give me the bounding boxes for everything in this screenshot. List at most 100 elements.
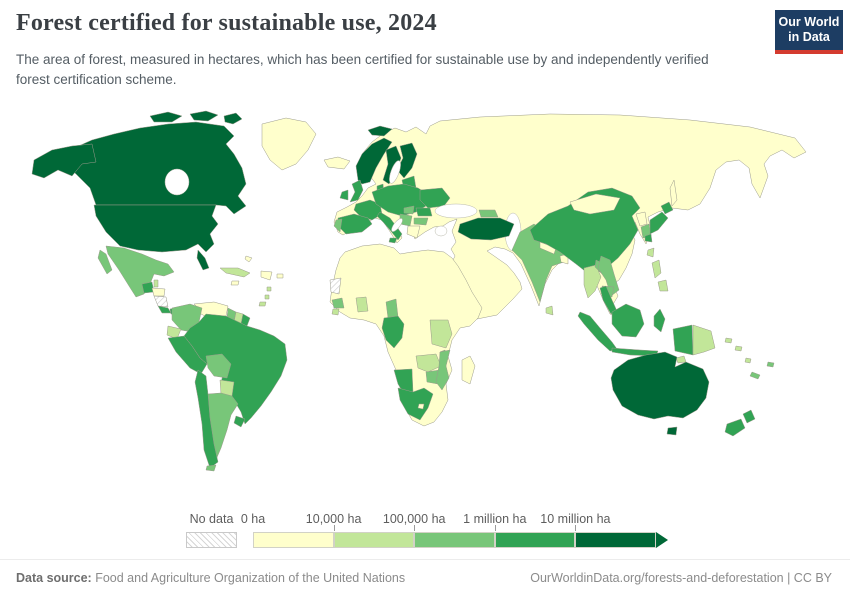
- legend-tick-mark: [494, 525, 496, 531]
- country-cuba[interactable]: [219, 267, 251, 278]
- source-link[interactable]: OurWorldinData.org/forests-and-deforesta…: [530, 571, 832, 585]
- country-greenland[interactable]: [261, 117, 317, 171]
- country-indonesia-papua[interactable]: [672, 324, 694, 356]
- baltic-sea: [389, 160, 401, 184]
- country-philippines[interactable]: [651, 259, 669, 292]
- country-canada-arctic-islands[interactable]: [149, 110, 243, 125]
- country-new-caledonia[interactable]: [749, 371, 761, 380]
- country-lesser-antilles[interactable]: [264, 286, 272, 300]
- country-indonesia-sumatra[interactable]: [577, 311, 618, 352]
- country-zambia[interactable]: [415, 353, 442, 373]
- legend-bin-0[interactable]: [253, 532, 334, 548]
- legend-bin-1[interactable]: [333, 532, 415, 548]
- legend-bin-4[interactable]: [575, 532, 656, 548]
- country-greece[interactable]: [406, 225, 421, 239]
- country-cameroon[interactable]: [385, 298, 399, 319]
- chart-footer: Data source: Food and Agriculture Organi…: [0, 559, 850, 600]
- legend-arrow: [656, 532, 668, 548]
- country-sierra-leone[interactable]: [331, 308, 340, 316]
- country-uk[interactable]: [349, 179, 364, 203]
- country-taiwan[interactable]: [646, 247, 655, 258]
- country-bahamas[interactable]: [244, 255, 253, 263]
- country-indonesia-borneo[interactable]: [611, 303, 645, 338]
- country-sakhalin[interactable]: [669, 179, 678, 207]
- country-fiji[interactable]: [766, 361, 775, 368]
- chart-subtitle: The area of forest, measured in hectares…: [16, 52, 709, 88]
- legend-bin-3[interactable]: [494, 532, 576, 548]
- aegean-sea: [434, 225, 448, 237]
- country-portugal[interactable]: [333, 218, 343, 233]
- country-japan[interactable]: [644, 201, 674, 243]
- country-guinea[interactable]: [331, 297, 345, 309]
- world-map: [0, 110, 850, 508]
- country-jamaica[interactable]: [230, 280, 240, 286]
- country-timor[interactable]: [675, 355, 687, 364]
- page-title: Forest certified for sustainable use, 20…: [16, 10, 437, 36]
- country-madagascar[interactable]: [461, 355, 476, 385]
- country-lesotho[interactable]: [417, 403, 425, 410]
- country-mozambique[interactable]: [435, 349, 451, 391]
- country-tanzania[interactable]: [429, 319, 453, 349]
- country-western-sahara[interactable]: [329, 277, 342, 295]
- hudson-bay: [164, 168, 190, 196]
- country-tasmania[interactable]: [666, 426, 678, 436]
- country-france[interactable]: [353, 199, 383, 221]
- country-guatemala[interactable]: [141, 281, 155, 294]
- country-caucasus[interactable]: [478, 209, 499, 218]
- country-mexico-baja[interactable]: [97, 249, 113, 275]
- country-romania[interactable]: [415, 207, 433, 217]
- adriatic-sea: [391, 218, 403, 232]
- country-finland[interactable]: [396, 142, 418, 179]
- country-costa-rica[interactable]: [157, 305, 172, 314]
- country-uruguay[interactable]: [233, 415, 246, 428]
- legend-tick-mark: [414, 525, 416, 531]
- country-sri-lanka[interactable]: [545, 305, 554, 316]
- country-turkey[interactable]: [457, 217, 515, 241]
- country-gabon-congo[interactable]: [381, 315, 405, 349]
- country-italy[interactable]: [376, 211, 403, 241]
- country-honduras[interactable]: [151, 287, 166, 297]
- country-south-africa[interactable]: [397, 387, 434, 421]
- legend-tick-mark: [575, 525, 577, 531]
- country-solomon-islands[interactable]: [724, 337, 743, 352]
- country-mexico[interactable]: [105, 245, 175, 298]
- legend-bin-2[interactable]: [414, 532, 495, 548]
- country-norway[interactable]: [355, 137, 393, 185]
- country-vanuatu[interactable]: [744, 357, 752, 364]
- country-hungary[interactable]: [403, 205, 415, 215]
- data-source: Data source: Food and Agriculture Organi…: [16, 571, 406, 585]
- country-canada[interactable]: [61, 121, 247, 215]
- no-data-swatch[interactable]: [186, 532, 237, 548]
- country-bolivia[interactable]: [205, 353, 232, 379]
- country-bulgaria[interactable]: [413, 217, 429, 226]
- country-hispaniola[interactable]: [260, 270, 273, 281]
- country-mongolia[interactable]: [569, 193, 621, 215]
- country-ghana[interactable]: [355, 296, 369, 313]
- legend-color-bar: 0 ha 10,000 ha 100,000 ha 1 million ha 10 mi…: [241, 512, 668, 548]
- country-north-korea[interactable]: [635, 211, 648, 227]
- no-data-label: No data: [189, 512, 234, 526]
- country-ireland[interactable]: [339, 189, 349, 201]
- country-papua-new-guinea[interactable]: [692, 324, 716, 356]
- map-legend: No data 0 ha 10,000 ha 100,000 ha 1 million…: [0, 512, 850, 560]
- legend-tick-label: 1 million ha: [463, 512, 527, 526]
- country-vietnam[interactable]: [597, 255, 620, 297]
- country-indonesia-sulawesi[interactable]: [653, 308, 666, 333]
- country-nicaragua[interactable]: [153, 295, 169, 308]
- country-usa[interactable]: [93, 204, 219, 253]
- choropleth-svg: [31, 110, 807, 472]
- country-svalbard[interactable]: [367, 125, 393, 137]
- country-trinidad[interactable]: [258, 301, 267, 307]
- country-peru[interactable]: [167, 335, 208, 375]
- black-sea: [434, 203, 478, 219]
- country-iceland[interactable]: [323, 156, 351, 170]
- country-canada-alaska-usa[interactable]: [31, 143, 97, 179]
- country-tierra-del-fuego[interactable]: [205, 464, 217, 472]
- country-usa-florida[interactable]: [196, 249, 210, 271]
- country-sicily[interactable]: [388, 237, 398, 244]
- country-belize[interactable]: [153, 279, 159, 288]
- country-australia[interactable]: [610, 351, 710, 420]
- country-new-zealand[interactable]: [724, 409, 756, 437]
- country-puerto-rico[interactable]: [276, 273, 284, 279]
